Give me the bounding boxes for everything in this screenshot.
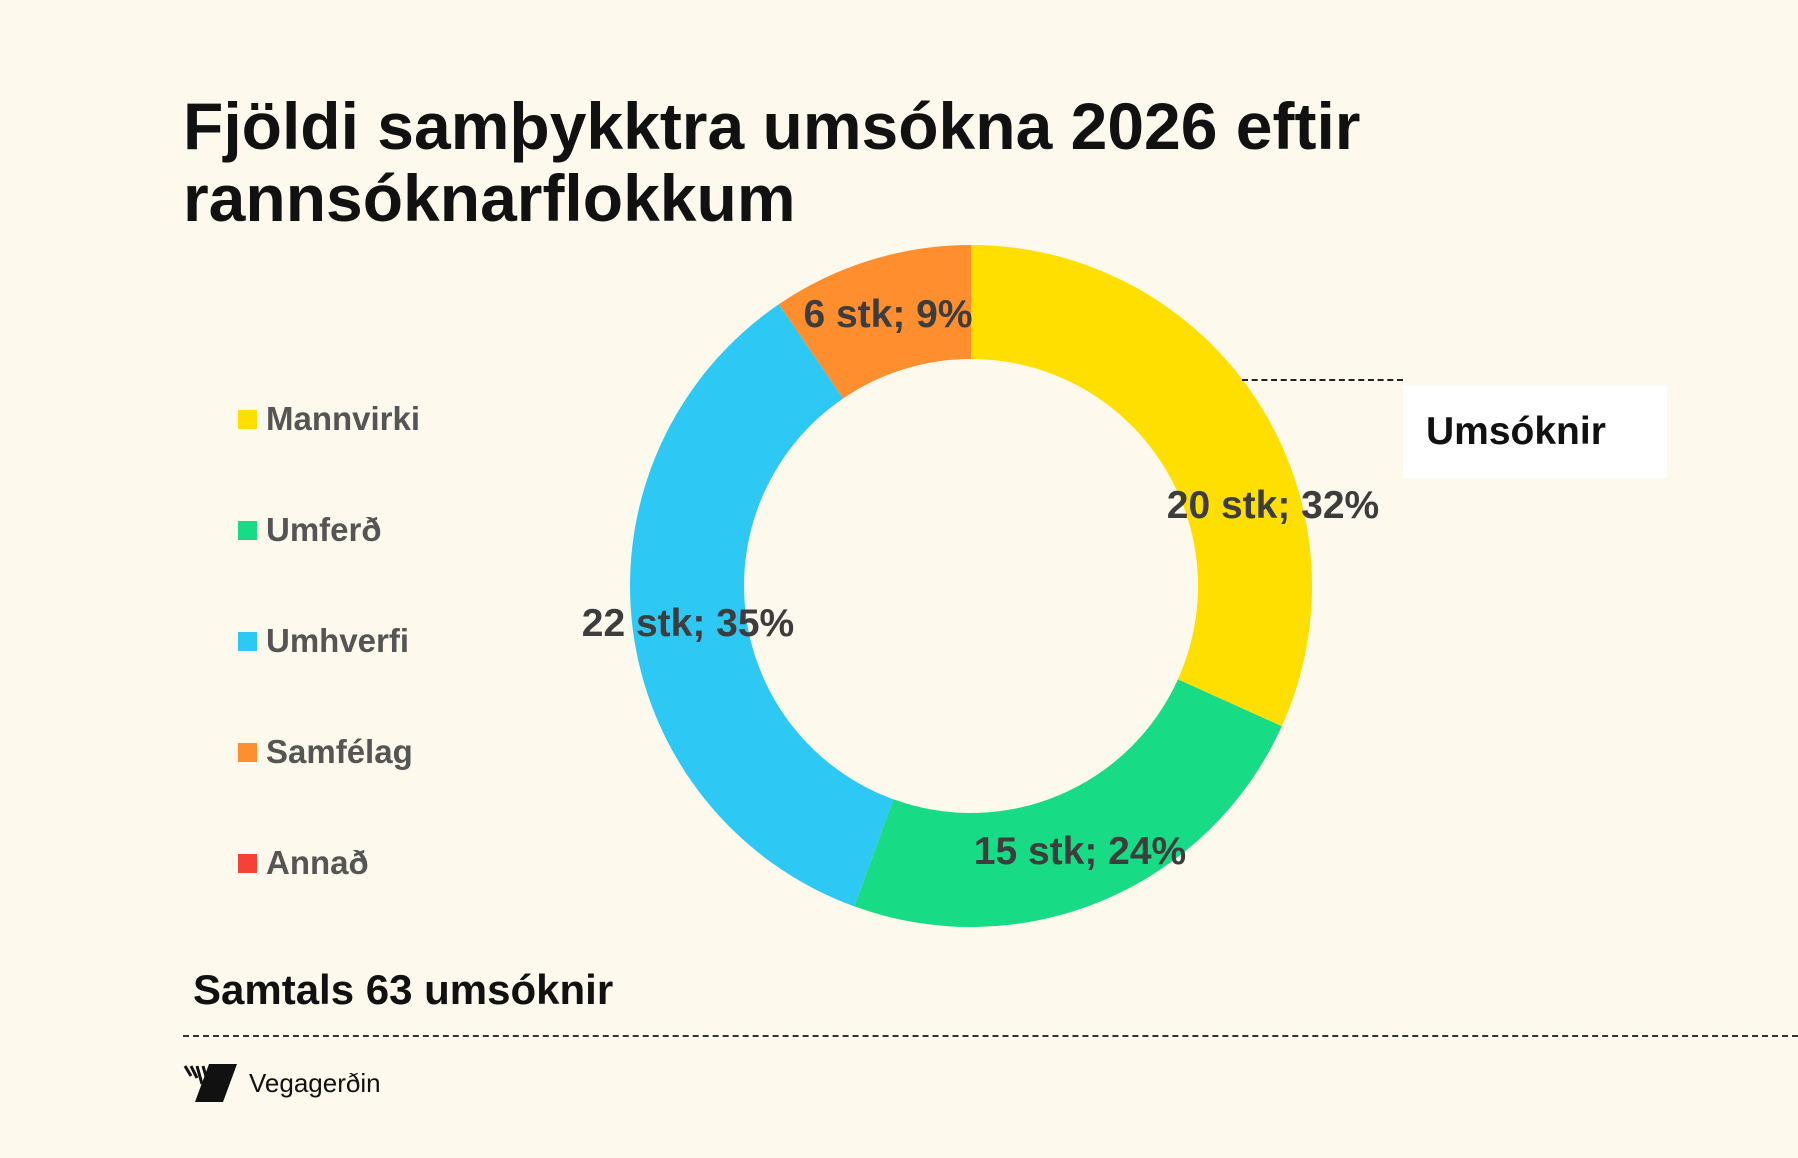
data-label: 22 stk; 35% — [582, 602, 794, 645]
legend-label: Annað — [266, 844, 369, 881]
legend-item: Annað — [238, 844, 369, 882]
legend-item: Mannvirki — [238, 400, 420, 438]
legend-item: Umferð — [238, 511, 382, 549]
legend-swatch — [238, 409, 257, 429]
series-label-leader — [1242, 379, 1403, 381]
legend-label: Umhverfi — [266, 622, 410, 659]
donut-slice-mannvirki — [971, 245, 1312, 727]
total-count: Samtals 63 umsóknir — [193, 966, 614, 1013]
logo-text: Vegagerðin — [249, 1067, 381, 1098]
legend-swatch — [238, 853, 257, 873]
data-label: 15 stk; 24% — [974, 830, 1186, 873]
donut-slice-umferð — [854, 679, 1282, 927]
data-label: 20 stk; 32% — [1167, 484, 1379, 527]
legend-swatch — [238, 631, 257, 651]
series-name-label: Umsóknir — [1403, 385, 1667, 478]
vegagerdin-logo-icon — [183, 1064, 237, 1102]
chart-title: Fjöldi samþykktra umsókna 2026 eftir ran… — [183, 89, 1361, 235]
legend-label: Mannvirki — [266, 400, 421, 437]
legend-swatch — [238, 742, 257, 762]
legend-label: Umferð — [266, 511, 382, 548]
donut-slice-umhverfi — [630, 304, 894, 907]
legend-label: Samfélag — [266, 733, 413, 770]
data-label: 6 stk; 9% — [803, 293, 972, 336]
legend-item: Umhverfi — [238, 622, 409, 660]
legend-swatch — [238, 520, 257, 540]
logo: Vegagerðin — [183, 1064, 381, 1102]
donut-slice-samfélag — [778, 245, 971, 399]
legend-item: Samfélag — [238, 733, 413, 771]
divider — [183, 1035, 1798, 1037]
